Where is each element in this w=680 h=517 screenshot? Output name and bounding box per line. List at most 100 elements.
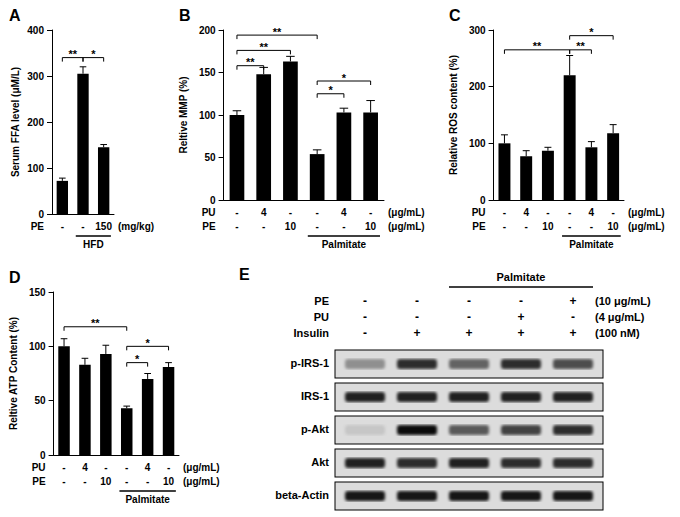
svg-text:Palmitate: Palmitate: [125, 494, 170, 505]
svg-text:-: -: [125, 462, 128, 473]
svg-text:-: -: [467, 310, 471, 324]
svg-text:Reltive ATP Content (%): Reltive ATP Content (%): [8, 317, 19, 430]
svg-text:p-Akt: p-Akt: [301, 423, 329, 435]
svg-text:300: 300: [27, 71, 44, 82]
svg-text:10: 10: [285, 221, 297, 232]
svg-text:(μg/mL): (μg/mL): [388, 207, 425, 218]
svg-text:*: *: [146, 337, 151, 349]
svg-text:-: -: [235, 221, 238, 232]
svg-text:10: 10: [608, 221, 620, 232]
svg-text:PE: PE: [31, 221, 45, 232]
svg-text:-: -: [289, 207, 292, 218]
svg-text:0: 0: [480, 195, 486, 206]
svg-text:50: 50: [204, 152, 216, 163]
svg-text:**: **: [246, 56, 255, 68]
svg-text:PE: PE: [202, 221, 216, 232]
svg-text:-: -: [525, 221, 528, 232]
svg-text:-: -: [369, 207, 372, 218]
svg-text:+: +: [569, 294, 576, 308]
svg-text:-: -: [568, 207, 571, 218]
svg-text:**: **: [576, 40, 585, 52]
svg-text:+: +: [413, 326, 420, 340]
svg-text:4: 4: [145, 462, 151, 473]
svg-text:100: 100: [199, 110, 216, 121]
svg-text:10: 10: [100, 476, 112, 487]
svg-text:-: -: [467, 294, 471, 308]
svg-text:(mg/kg): (mg/kg): [118, 221, 154, 232]
svg-text:-: -: [415, 294, 419, 308]
svg-text:10: 10: [542, 221, 554, 232]
svg-text:**: **: [68, 48, 77, 60]
svg-text:+: +: [569, 326, 576, 340]
svg-text:(μg/mL): (μg/mL): [183, 476, 220, 487]
svg-text:10: 10: [365, 221, 377, 232]
svg-text:Palmitate: Palmitate: [569, 239, 614, 250]
svg-text:-: -: [62, 476, 65, 487]
svg-text:-: -: [81, 221, 84, 232]
svg-text:4: 4: [261, 207, 267, 218]
svg-text:C: C: [449, 7, 461, 24]
svg-text:**: **: [259, 41, 268, 53]
svg-text:150: 150: [95, 221, 112, 232]
svg-text:200: 200: [469, 81, 486, 92]
svg-text:-: -: [61, 221, 64, 232]
svg-text:-: -: [363, 326, 367, 340]
svg-text:0: 0: [210, 195, 216, 206]
svg-text:150: 150: [29, 287, 46, 298]
svg-text:-: -: [503, 207, 506, 218]
svg-text:PE: PE: [32, 476, 46, 487]
svg-text:4: 4: [341, 207, 347, 218]
svg-text:(100 nM): (100 nM): [595, 327, 640, 339]
svg-text:50: 50: [34, 395, 46, 406]
svg-text:HFD: HFD: [83, 239, 104, 250]
svg-text:PU: PU: [32, 462, 46, 473]
svg-text:-: -: [503, 221, 506, 232]
svg-text:A: A: [9, 7, 21, 24]
svg-text:*: *: [328, 84, 333, 96]
svg-text:-: -: [146, 476, 149, 487]
svg-text:-: -: [125, 476, 128, 487]
svg-text:*: *: [135, 353, 140, 365]
svg-text:(μg/mL): (μg/mL): [388, 221, 425, 232]
svg-text:(μg/mL): (μg/mL): [183, 462, 220, 473]
svg-text:400: 400: [27, 25, 44, 36]
svg-text:0: 0: [40, 450, 46, 461]
svg-text:Akt: Akt: [311, 456, 329, 468]
svg-text:PU: PU: [314, 311, 329, 323]
svg-text:(10 μg/mL): (10 μg/mL): [595, 295, 651, 307]
svg-text:-: -: [568, 221, 571, 232]
svg-text:-: -: [315, 221, 318, 232]
svg-text:4: 4: [589, 207, 595, 218]
svg-text:PE: PE: [472, 221, 486, 232]
svg-text:-: -: [262, 221, 265, 232]
svg-text:-: -: [342, 221, 345, 232]
svg-text:PE: PE: [314, 295, 329, 307]
svg-text:-: -: [611, 207, 614, 218]
svg-text:*: *: [342, 72, 347, 84]
svg-text:-: -: [546, 207, 549, 218]
svg-text:**: **: [91, 317, 100, 329]
svg-text:300: 300: [469, 25, 486, 36]
svg-text:+: +: [465, 326, 472, 340]
svg-text:beta-Actin: beta-Actin: [275, 489, 329, 501]
svg-text:D: D: [9, 269, 21, 286]
svg-text:IRS-1: IRS-1: [301, 390, 329, 402]
svg-text:PU: PU: [472, 207, 486, 218]
svg-text:Serum FFA level (μM/L): Serum FFA level (μM/L): [10, 67, 21, 177]
svg-text:4: 4: [523, 207, 529, 218]
svg-text:100: 100: [29, 341, 46, 352]
svg-text:-: -: [167, 462, 170, 473]
svg-text:-: -: [104, 462, 107, 473]
svg-text:E: E: [239, 266, 250, 283]
svg-text:**: **: [533, 40, 542, 52]
svg-text:-: -: [363, 310, 367, 324]
svg-text:100: 100: [27, 163, 44, 174]
svg-text:p-IRS-1: p-IRS-1: [291, 357, 330, 369]
svg-text:(μg/mL): (μg/mL): [628, 221, 665, 232]
svg-text:-: -: [363, 294, 367, 308]
svg-text:10: 10: [163, 476, 175, 487]
svg-text:150: 150: [199, 67, 216, 78]
svg-text:Palmitate: Palmitate: [322, 239, 367, 250]
svg-text:B: B: [179, 7, 191, 24]
svg-text:-: -: [235, 207, 238, 218]
